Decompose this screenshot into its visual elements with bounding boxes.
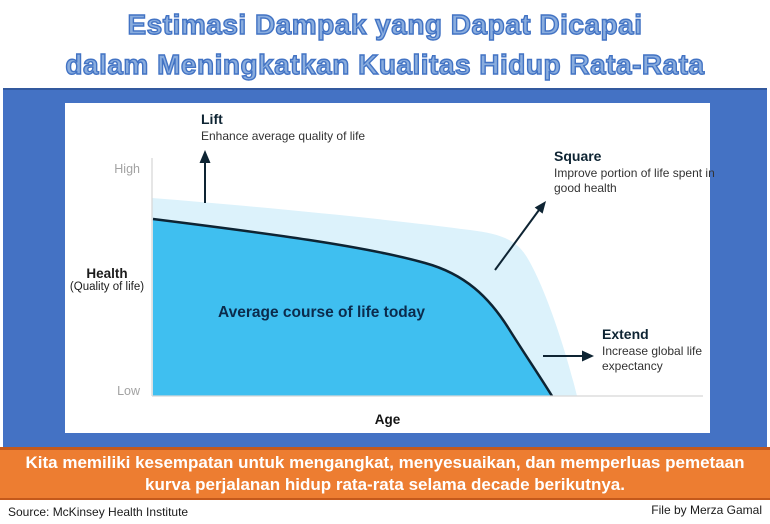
annotation-lift-desc: Enhance average quality of life	[201, 129, 366, 143]
annotation-extend: Extend Increase global life expectancy	[602, 326, 720, 373]
banner-line-2: kurva perjalanan hidup rata-rata selama …	[145, 475, 625, 494]
extend-arrow-icon	[543, 350, 594, 362]
annotation-extend-desc: Increase global life expectancy	[602, 344, 703, 373]
life-course-chart	[151, 150, 703, 397]
y-axis-title-sub: (Quality of life)	[69, 281, 145, 293]
x-axis-label: Age	[374, 412, 401, 427]
chart-card: High Low Health (Quality of life) Lift E…	[65, 103, 715, 433]
credit-text: File by Merza Gamal	[651, 503, 762, 517]
today-area	[153, 219, 552, 396]
annotation-square-title: Square	[554, 148, 602, 164]
y-tick-high: High	[114, 162, 140, 176]
annotation-square: Square Improve portion of life spent in …	[554, 148, 716, 195]
key-message-banner: Kita memiliki kesempatan untuk mengangka…	[0, 447, 770, 500]
today-curve	[152, 217, 554, 397]
y-axis-title: Health (Quality of life)	[65, 266, 149, 294]
annotation-extend-title: Extend	[602, 326, 649, 342]
lift-arrow-icon	[199, 150, 211, 203]
title-line-2: dalam Meningkatkan Kualitas Hidup Rata-R…	[65, 48, 705, 80]
source-text: Source: McKinsey Health Institute	[8, 505, 189, 519]
y-axis-title-main: Health	[86, 266, 128, 281]
annotation-lift: Lift Enhance average quality of life	[201, 111, 365, 144]
slide-title: Estimasi Dampak yang Dapat Dicapai dalam…	[0, 5, 770, 85]
banner-line-1: Kita memiliki kesempatan untuk mengangka…	[25, 452, 745, 472]
today-area-label: Average course of life today	[218, 304, 426, 321]
title-line-1: Estimasi Dampak yang Dapat Dicapai	[127, 8, 643, 40]
annotation-square-desc: Improve portion of life spent in good he…	[554, 166, 715, 195]
square-arrow-icon	[494, 201, 546, 271]
annotation-lift-title: Lift	[201, 111, 223, 127]
y-tick-low: Low	[117, 384, 140, 398]
